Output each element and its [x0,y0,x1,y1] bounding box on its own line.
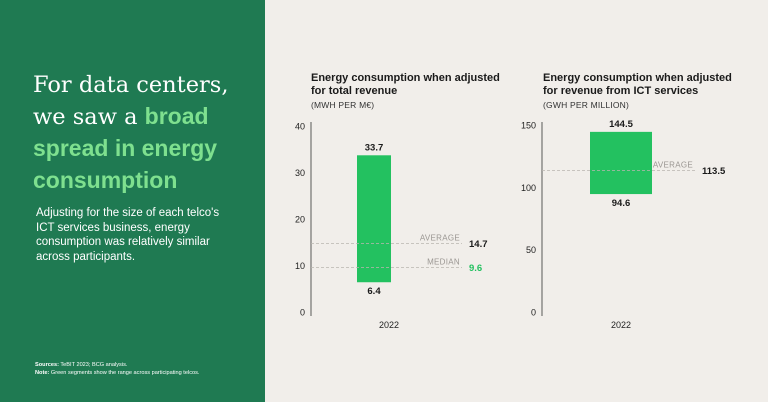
chart-2-max-label: 144.5 [609,119,633,130]
chart-2-unit: (GWH PER MILLION) [543,100,630,110]
chart-2-category-label: 2022 [611,320,631,330]
chart-1-ytick-label: 10 [295,261,305,271]
chart-1-max-label: 33.7 [365,142,384,153]
headline-line-2: we saw a [33,104,145,130]
chart-2-range-bar [590,131,652,195]
chart-2-title: Energy consumption when adjusted for rev… [543,72,753,98]
chart-1-category-label: 2022 [379,320,399,330]
chart-1-median-value: 9.6 [469,263,482,274]
chart-1-ytick-label: 40 [295,122,305,132]
left-panel: For data centers, we saw a broad spread … [0,0,265,402]
chart-2-min-label: 94.6 [612,198,631,209]
chart-1-average-label: AVERAGE [420,234,460,243]
note-text: Green segments show the range across par… [49,370,200,376]
chart-2-title-line-1: Energy consumption when adjusted [543,72,732,84]
chart-2-ytick-label: 0 [531,308,536,318]
chart-2-average-value: 113.5 [702,166,726,177]
chart-1-range-bar [357,155,391,283]
sources-label: Sources: [35,362,59,368]
sources-note: Sources: TeBIT 2023; BCG analysis. [35,361,260,369]
range-note: Note: Green segments show the range acro… [35,369,260,377]
chart-2-ytick-label: 100 [521,183,536,193]
chart-1-min-label: 6.4 [367,286,381,297]
chart-2-ytick-label: 50 [526,245,536,255]
chart-1-ytick-label: 30 [295,168,305,178]
chart-2-ytick-label: 150 [521,121,536,131]
chart-1-title-line-1: Energy consumption when adjusted [311,72,500,84]
headline-line-1: For data centers, [33,72,229,98]
headline-accent-word: broad [144,103,209,129]
note-label: Note: [35,370,50,376]
chart-1-median-label: MEDIAN [427,257,460,266]
subtext: Adjusting for the size of each telco's I… [36,207,220,263]
footnotes: Sources: TeBIT 2023; BCG analysis. Note:… [35,361,260,377]
headline: For data centers, we saw a broad spread … [33,70,261,197]
chart-2-title-line-2: for revenue from ICT services [543,85,699,97]
chart-1-average-value: 14.7 [469,239,488,250]
headline-line-4: consumption [33,167,178,193]
headline-line-3: spread in energy [33,135,218,161]
chart-2-average-label: AVERAGE [653,161,693,170]
chart-1-ytick-label: 0 [300,308,305,318]
chart-1-title-line-2: for total revenue [311,85,398,97]
chart-1-unit: (MWH PER M€) [311,100,375,110]
sources-text: TeBIT 2023; BCG analysis. [58,362,128,368]
chart-1-ytick-label: 20 [295,215,305,225]
chart-1-title: Energy consumption when adjusted for tot… [311,72,521,98]
